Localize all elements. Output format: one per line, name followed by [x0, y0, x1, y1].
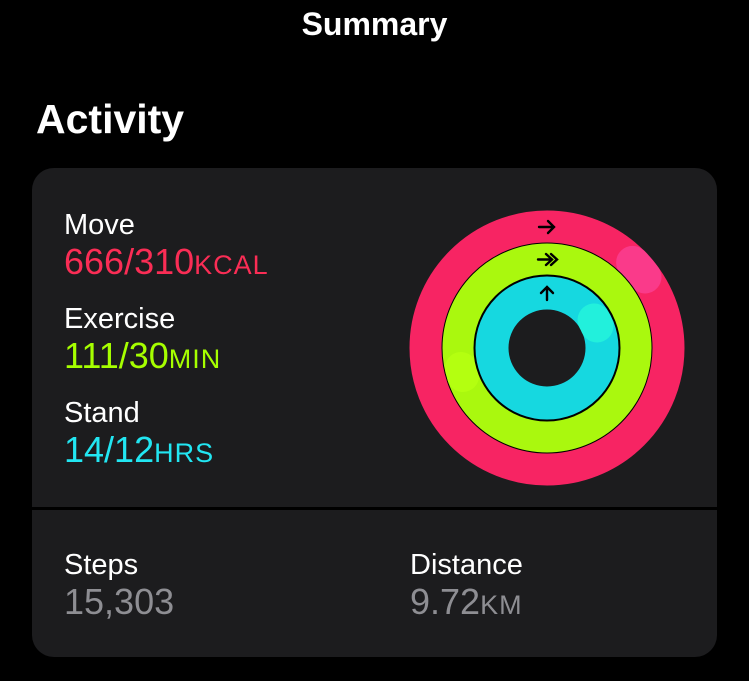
- move-ring-end: [616, 245, 662, 294]
- move-number: 666/310: [64, 241, 195, 282]
- activity-card[interactable]: Move 666/310KCAL Exercise 111/30MIN Stan…: [32, 168, 717, 657]
- exercise-value: 111/30MIN: [64, 336, 221, 379]
- activity-rings: [409, 210, 685, 486]
- stand-number: 14/12: [64, 429, 155, 470]
- steps-label: Steps: [64, 549, 139, 581]
- move-metric: Move 666/310KCAL: [64, 208, 269, 285]
- exercise-label: Exercise: [64, 303, 176, 335]
- stand-ring-end: [577, 303, 614, 343]
- exercise-number: 111/30: [64, 335, 169, 376]
- steps-value: 15,303: [64, 581, 175, 622]
- page-title: Summary: [301, 6, 448, 42]
- card-divider: [32, 507, 717, 510]
- move-unit: KCAL: [194, 250, 269, 280]
- exercise-unit: MIN: [168, 344, 222, 374]
- distance-number: 9.72: [410, 581, 481, 622]
- distance-stat: Distance 9.72KM: [410, 548, 523, 625]
- stand-value: 14/12HRS: [64, 430, 214, 473]
- exercise-metric: Exercise 111/30MIN: [64, 302, 221, 379]
- double-arrow-right-icon: [536, 252, 559, 267]
- arrow-right-icon: [537, 219, 556, 235]
- stand-metric: Stand 14/12HRS: [64, 396, 214, 473]
- move-label: Move: [64, 209, 135, 241]
- steps-stat: Steps 15,303: [64, 548, 174, 622]
- distance-unit: KM: [480, 590, 523, 620]
- exercise-ring-end: [445, 352, 479, 392]
- arrow-up-icon: [539, 285, 555, 302]
- section-title: Activity: [36, 96, 185, 142]
- distance-value: 9.72KM: [410, 582, 523, 625]
- move-value: 666/310KCAL: [64, 242, 269, 285]
- stand-unit: HRS: [154, 438, 215, 468]
- ring-separator: [473, 274, 621, 422]
- stand-label: Stand: [64, 397, 140, 429]
- distance-label: Distance: [410, 549, 523, 581]
